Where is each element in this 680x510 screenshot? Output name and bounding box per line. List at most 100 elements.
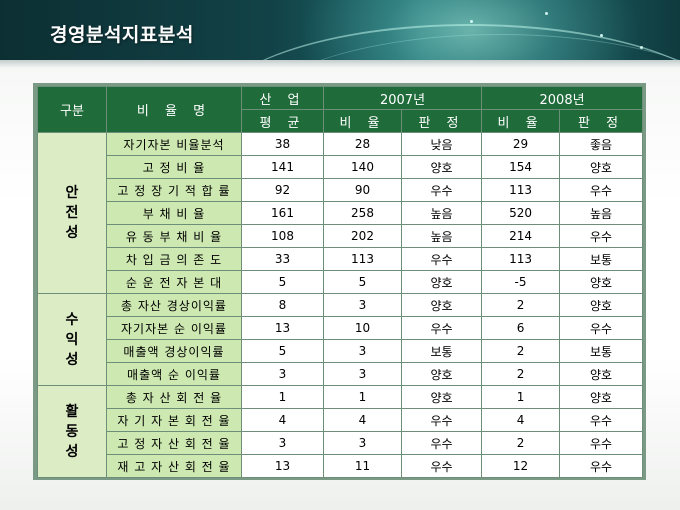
industry-average-cell: 108	[241, 224, 324, 248]
ratio-2007-cell: 140	[323, 155, 402, 179]
page-title: 경영분석지표분석	[50, 24, 194, 46]
industry-average-cell: 38	[241, 132, 324, 156]
judgment-2008-cell: 높음	[559, 201, 644, 225]
judgment-2007-cell: 양호	[400, 270, 483, 294]
header-2007-judgment: 판 정	[400, 109, 483, 133]
ratio-2008-cell: 214	[481, 224, 561, 248]
ratio-2008-cell: 4	[481, 408, 561, 432]
sparkle-icon	[600, 34, 603, 37]
judgment-2007-cell: 높음	[400, 224, 483, 248]
ratio-2007-cell: 5	[323, 270, 402, 294]
ratio-name-cell: 고 정 자 산 회 전 율	[106, 431, 242, 455]
header-category: 구분	[37, 86, 107, 133]
industry-average-cell: 161	[241, 201, 324, 225]
judgment-2007-cell: 우수	[400, 316, 483, 340]
sparkle-icon	[470, 20, 473, 23]
judgment-2007-cell: 우수	[400, 431, 483, 455]
ratio-2007-cell: 28	[323, 132, 402, 156]
group-label: 활 동 성	[37, 385, 107, 478]
judgment-2008-cell: 좋음	[559, 132, 644, 156]
sparkle-icon	[640, 46, 643, 49]
group-label: 수 익 성	[37, 293, 107, 386]
ratio-name-cell: 차 입 금 의 존 도	[106, 247, 242, 271]
header-2008-ratio: 비 율	[481, 109, 561, 133]
ratio-name-cell: 매출액 경상이익률	[106, 339, 242, 363]
ratio-name-cell: 총 자산 경상이익률	[106, 293, 242, 317]
industry-average-cell: 3	[241, 431, 324, 455]
ratio-2008-cell: 154	[481, 155, 561, 179]
ratio-2008-cell: 6	[481, 316, 561, 340]
ratio-name-cell: 고 정 비 율	[106, 155, 242, 179]
judgment-2008-cell: 보통	[559, 247, 644, 271]
ratio-2007-cell: 3	[323, 339, 402, 363]
ratio-name-cell: 총 자 산 회 전 율	[106, 385, 242, 409]
industry-average-cell: 5	[241, 339, 324, 363]
table-header: 구분 비 율 명 산 업 2007년 2008년 평 균 비 율 판 정 비 율…	[37, 86, 644, 133]
ratio-name-cell: 고 정 장 기 적 합 률	[106, 178, 242, 202]
ratio-2007-cell: 11	[323, 454, 402, 478]
table-row: 자기자본 순 이익률 13 10 우수 6 우수	[38, 316, 644, 340]
ratio-name-cell: 매출액 순 이익률	[106, 362, 242, 386]
industry-average-cell: 5	[241, 270, 324, 294]
ratio-name-cell: 자 기 자 본 회 전 율	[106, 408, 242, 432]
industry-average-cell: 92	[241, 178, 324, 202]
judgment-2007-cell: 우수	[400, 454, 483, 478]
table-row: 고 정 자 산 회 전 율 3 3 우수 2 우수	[38, 431, 644, 455]
judgment-2008-cell: 보통	[559, 339, 644, 363]
judgment-2007-cell: 우수	[400, 178, 483, 202]
industry-average-cell: 8	[241, 293, 324, 317]
judgment-2008-cell: 양호	[559, 385, 644, 409]
judgment-2007-cell: 양호	[400, 362, 483, 386]
ratio-name-cell: 유 동 부 채 비 율	[106, 224, 242, 248]
ratio-2007-cell: 258	[323, 201, 402, 225]
ratio-2007-cell: 3	[323, 362, 402, 386]
ratio-2007-cell: 3	[323, 293, 402, 317]
ratio-name-cell: 자기자본 순 이익률	[106, 316, 242, 340]
table-row: 순 운 전 자 본 대 5 5 양호 -5 양호	[38, 270, 644, 294]
ratio-2008-cell: 520	[481, 201, 561, 225]
judgment-2008-cell: 우수	[559, 316, 644, 340]
judgment-2007-cell: 보통	[400, 339, 483, 363]
judgment-2008-cell: 우수	[559, 178, 644, 202]
ratio-2008-cell: 12	[481, 454, 561, 478]
banner-arc-secondary	[250, 34, 680, 60]
header-year-2007: 2007년	[322, 86, 483, 110]
ratio-name-cell: 자기자본 비율분석	[106, 132, 242, 156]
industry-average-cell: 1	[241, 385, 324, 409]
header-industry-avg-top: 산 업	[241, 86, 324, 110]
ratio-2008-cell: 29	[481, 132, 561, 156]
table-body: 안 전 성 자기자본 비율분석 38 28 낮음 29 좋음 고 정 비 율 141 140 양호 1…	[37, 132, 644, 478]
ratio-name-cell: 재 고 자 산 회 전 율	[106, 454, 242, 478]
judgment-2007-cell: 낮음	[400, 132, 483, 156]
judgment-2007-cell: 양호	[400, 155, 483, 179]
judgment-2008-cell: 양호	[559, 293, 644, 317]
ratio-2008-cell: 113	[481, 178, 561, 202]
industry-average-cell: 3	[241, 362, 324, 386]
table-row: 안 전 성 자기자본 비율분석 38 28 낮음 29 좋음	[37, 132, 644, 294]
ratio-2008-cell: 1	[481, 385, 561, 409]
ratio-name-cell: 부 채 비 율	[106, 201, 242, 225]
judgment-2008-cell: 우수	[559, 431, 644, 455]
ratio-2007-cell: 4	[323, 408, 402, 432]
table-row: 매출액 경상이익률 5 3 보통 2 보통	[38, 339, 644, 363]
ratio-2007-cell: 3	[323, 431, 402, 455]
table-row: 유 동 부 채 비 율 108 202 높음 214 우수	[38, 224, 644, 248]
ratio-2008-cell: 2	[481, 293, 561, 317]
table-row: 부 채 비 율 161 258 높음 520 높음	[38, 201, 644, 225]
judgment-2007-cell: 우수	[400, 408, 483, 432]
ratio-2008-cell: 2	[481, 362, 561, 386]
judgment-2007-cell: 양호	[400, 293, 483, 317]
table-row: 매출액 순 이익률 3 3 양호 2 양호	[38, 362, 644, 386]
header-ratio-name: 비 율 명	[106, 86, 242, 133]
table-row: 재 고 자 산 회 전 율 13 11 우수 12 우수	[38, 454, 644, 478]
ratio-2008-cell: -5	[481, 270, 561, 294]
judgment-2007-cell: 우수	[400, 247, 483, 271]
banner-shadow	[0, 60, 680, 68]
header-year-2008: 2008년	[481, 86, 644, 110]
title-banner	[0, 0, 680, 60]
table-row: 고 정 장 기 적 합 률 92 90 우수 113 우수	[38, 178, 644, 202]
ratio-2008-cell: 2	[481, 339, 561, 363]
ratio-2007-cell: 113	[323, 247, 402, 271]
